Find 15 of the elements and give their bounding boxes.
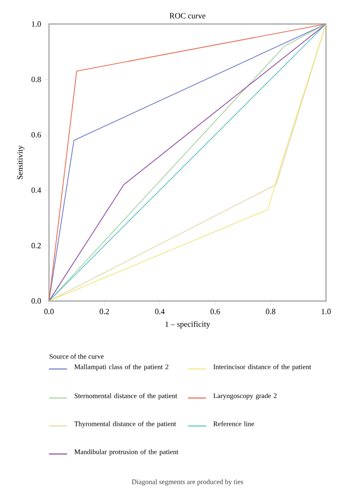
x-axis-title: 1 – specificity: [166, 321, 210, 328]
x-tick-label: 0.6: [210, 308, 220, 314]
x-tick-label: 1.0: [322, 308, 331, 314]
y-tick-label: 0.8: [31, 76, 41, 82]
x-tick-label: 0.0: [44, 308, 54, 314]
y-tick-label: 0.0: [31, 298, 41, 304]
y-tick-label: 0.6: [31, 132, 41, 138]
x-tick-label: 0.8: [266, 308, 276, 314]
x-tick-label: 0.4: [155, 308, 165, 314]
x-tick-label: 0.2: [100, 308, 109, 314]
y-tick-label: 1.0: [32, 21, 41, 27]
y-axis-title: Sensitivity: [17, 145, 24, 180]
y-tick-label: 0.4: [31, 187, 42, 193]
y-tick-label: 0.2: [31, 242, 41, 248]
chart-title: ROC curve: [170, 13, 206, 18]
